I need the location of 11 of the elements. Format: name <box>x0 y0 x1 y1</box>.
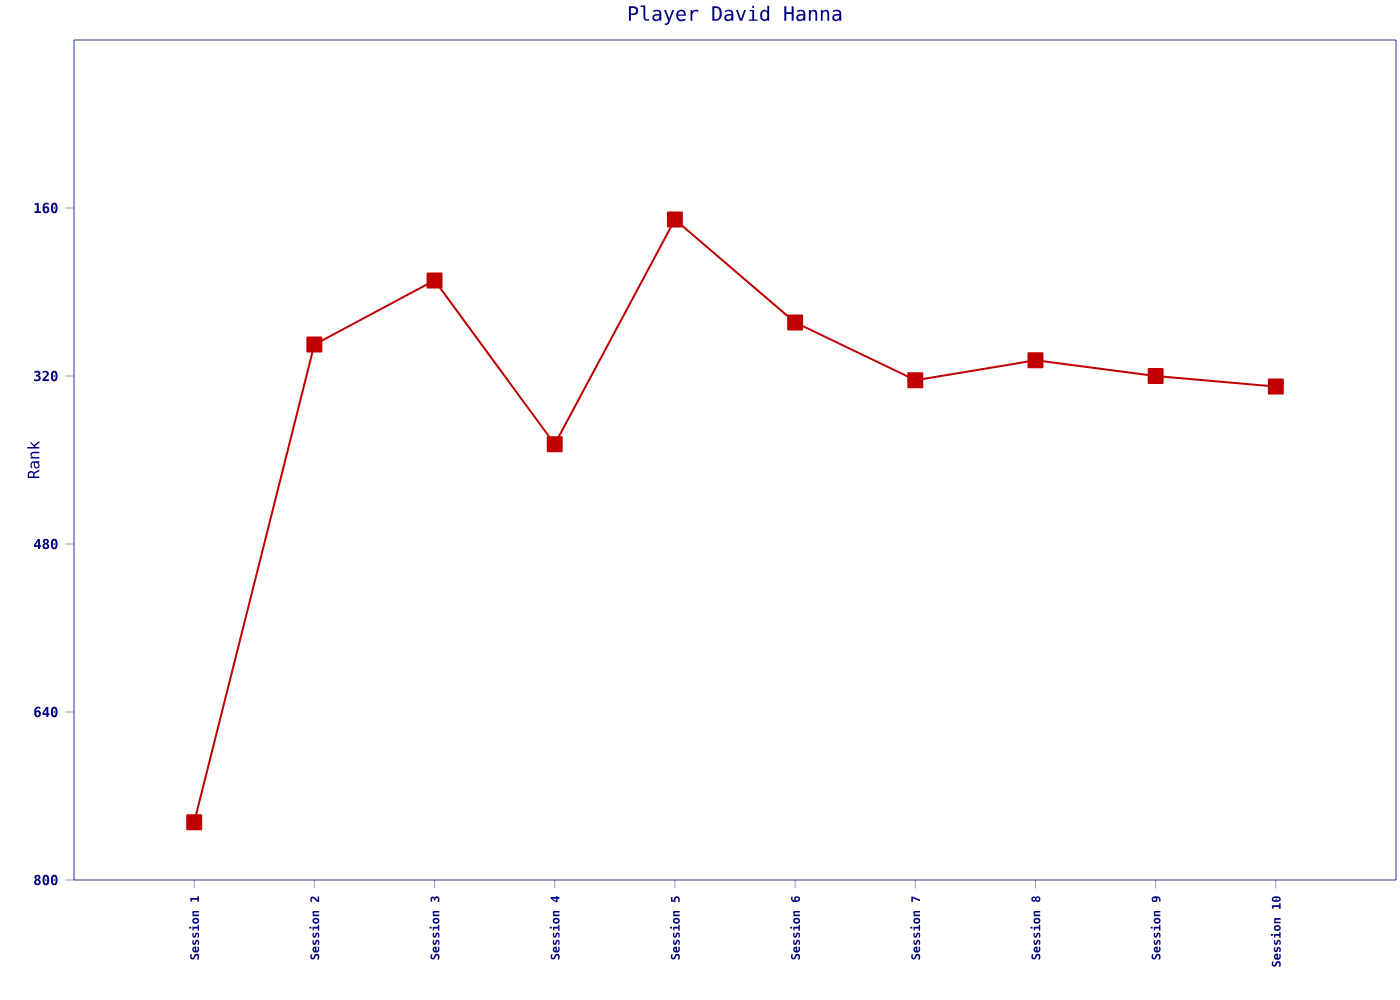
point <box>186 814 203 831</box>
point <box>546 436 563 453</box>
point <box>907 372 924 389</box>
point <box>1267 378 1284 395</box>
point <box>306 336 323 353</box>
point <box>1147 368 1164 384</box>
point <box>666 211 683 228</box>
point <box>787 314 804 331</box>
point <box>426 272 443 289</box>
point <box>1027 352 1044 369</box>
chart-title: Player David Hanna <box>628 5 842 26</box>
